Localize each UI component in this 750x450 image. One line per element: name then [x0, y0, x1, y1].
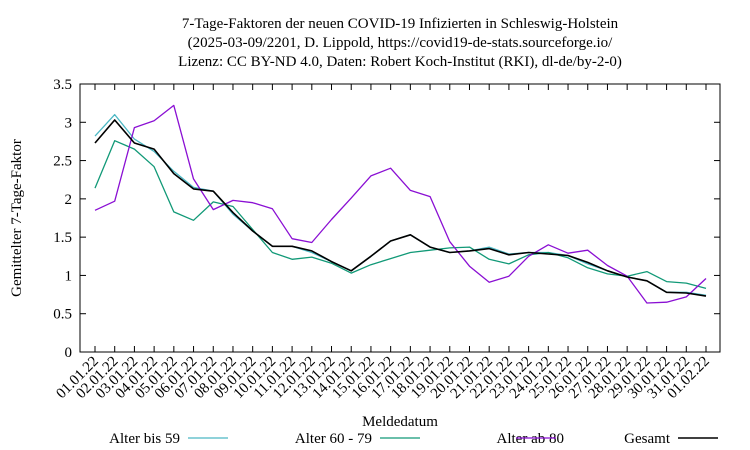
legend: Alter bis 59 Alter 60 - 79 Alter ab 80 Gesa… [109, 431, 718, 447]
y-tick-label: 2.5 [53, 154, 72, 170]
chart-title-line-2: (2025-03-09/2201, D. Lippold, https://co… [188, 35, 613, 51]
legend-label-3: Alter ab 80 [497, 431, 564, 447]
chart-title-line-3: Lizenz: CC BY-ND 4.0, Daten: Robert Koch… [178, 54, 622, 70]
y-tick-label: 3.5 [53, 77, 72, 93]
chart-title: 7-Tage-Faktoren der neuen COVID-19 Infiz… [178, 16, 622, 70]
series-line-1 [94, 113, 707, 296]
legend-label-4: Gesamt [624, 431, 671, 447]
series-line-3 [94, 104, 707, 304]
legend-label-1: Alter bis 59 [109, 431, 180, 447]
x-axis-label: Meldedatum [362, 414, 438, 430]
y-tick-label: 1 [65, 268, 73, 284]
y-tick-label: 3 [65, 115, 73, 131]
y-tick-label: 2 [65, 192, 73, 208]
series-line-2 [94, 140, 707, 290]
legend-label-2: Alter 60 - 79 [295, 431, 372, 447]
y-tick-label: 1.5 [53, 230, 72, 246]
plot-frame [79, 83, 721, 353]
y-axis-label: Gemittelter 7-Tage-Faktor [9, 139, 25, 297]
y-axis: 0 0.5 1 1.5 2 2.5 3 3.5 [53, 77, 720, 361]
series-lines [94, 104, 707, 304]
series-line-4 [94, 119, 707, 297]
y-tick-label: 0.5 [53, 307, 72, 323]
y-tick-label: 0 [65, 345, 73, 361]
chart-title-line-1: 7-Tage-Faktoren der neuen COVID-19 Infiz… [182, 16, 619, 32]
x-axis: 01.01.2202.01.2203.01.2204.01.2205.01.22… [53, 84, 713, 402]
